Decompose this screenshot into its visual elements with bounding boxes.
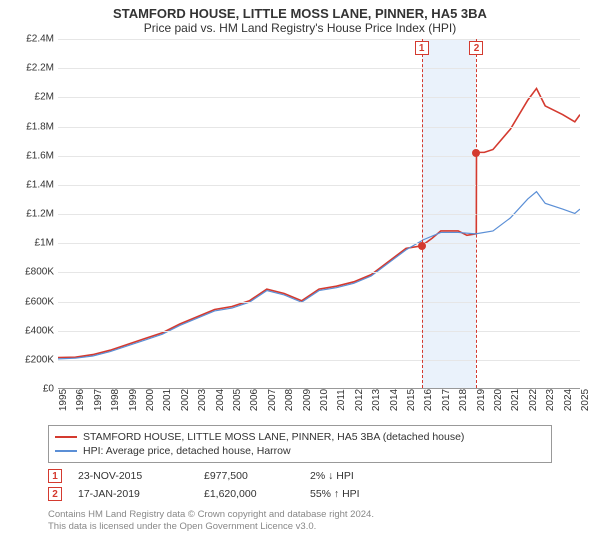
x-axis-label: 2007 — [267, 389, 278, 411]
sale-price: £1,620,000 — [204, 488, 294, 500]
x-axis-label: 2022 — [528, 389, 539, 411]
legend-row: STAMFORD HOUSE, LITTLE MOSS LANE, PINNER… — [55, 430, 545, 444]
x-axis-label: 2025 — [580, 389, 591, 411]
x-axis-label: 2009 — [302, 389, 313, 411]
y-axis-label: £400K — [10, 325, 54, 336]
x-axis-label: 2021 — [510, 389, 521, 411]
footer-line-1: Contains HM Land Registry data © Crown c… — [48, 509, 552, 521]
x-axis-label: 1996 — [75, 389, 86, 411]
grid-line — [58, 272, 580, 273]
series-line — [58, 88, 580, 357]
x-axis-label: 2004 — [215, 389, 226, 411]
footer: Contains HM Land Registry data © Crown c… — [48, 509, 552, 534]
x-axis-label: 2020 — [493, 389, 504, 411]
x-axis-label: 1995 — [58, 389, 69, 411]
sale-row: 2 17-JAN-2019 £1,620,000 55% ↑ HPI — [48, 485, 552, 503]
legend-row: HPI: Average price, detached house, Harr… — [55, 444, 545, 458]
legend-label: HPI: Average price, detached house, Harr… — [83, 445, 291, 457]
x-axis-label: 2016 — [423, 389, 434, 411]
sale-marker-line — [476, 39, 477, 388]
x-axis-label: 2015 — [406, 389, 417, 411]
series-line — [58, 192, 580, 359]
y-axis-label: £2.2M — [10, 63, 54, 74]
sale-price: £977,500 — [204, 470, 294, 482]
x-axis-label: 2024 — [563, 389, 574, 411]
x-axis-label: 2012 — [354, 389, 365, 411]
x-axis-label: 1999 — [128, 389, 139, 411]
sales-table: 1 23-NOV-2015 £977,500 2% ↓ HPI 2 17-JAN-2019… — [48, 467, 552, 503]
legend-swatch — [55, 436, 77, 438]
x-axis-label: 2023 — [545, 389, 556, 411]
y-axis-label: £1.8M — [10, 121, 54, 132]
y-axis-label: £0 — [10, 384, 54, 395]
x-axis-label: 1998 — [110, 389, 121, 411]
x-axis-label: 2002 — [180, 389, 191, 411]
y-axis-label: £200K — [10, 354, 54, 365]
sale-row: 1 23-NOV-2015 £977,500 2% ↓ HPI — [48, 467, 552, 485]
x-axis-label: 2014 — [389, 389, 400, 411]
plot-area: 12 — [58, 39, 580, 389]
sale-point — [472, 149, 480, 157]
grid-line — [58, 39, 580, 40]
legend-swatch — [55, 450, 77, 452]
x-axis-label: 2011 — [336, 389, 347, 411]
y-axis-label: £1.6M — [10, 150, 54, 161]
legend: STAMFORD HOUSE, LITTLE MOSS LANE, PINNER… — [48, 425, 552, 463]
grid-line — [58, 97, 580, 98]
x-axis-label: 2018 — [458, 389, 469, 411]
sale-index-box: 2 — [48, 487, 62, 501]
x-axis-label: 2019 — [476, 389, 487, 411]
grid-line — [58, 185, 580, 186]
y-axis-label: £2.4M — [10, 34, 54, 45]
sale-date: 17-JAN-2019 — [78, 488, 188, 500]
grid-line — [58, 156, 580, 157]
y-axis-label: £800K — [10, 267, 54, 278]
sale-diff: 55% ↑ HPI — [310, 488, 360, 500]
footer-line-2: This data is licensed under the Open Gov… — [48, 521, 552, 533]
x-axis-label: 2005 — [232, 389, 243, 411]
x-axis-label: 1997 — [93, 389, 104, 411]
sale-marker-box: 2 — [469, 41, 483, 55]
x-axis-label: 2001 — [162, 389, 173, 411]
grid-line — [58, 302, 580, 303]
x-axis-label: 2003 — [197, 389, 208, 411]
x-axis-label: 2006 — [249, 389, 260, 411]
sale-point — [418, 242, 426, 250]
x-axis-label: 2008 — [284, 389, 295, 411]
chart-title: STAMFORD HOUSE, LITTLE MOSS LANE, PINNER… — [0, 0, 600, 21]
grid-line — [58, 243, 580, 244]
y-axis-label: £1.4M — [10, 179, 54, 190]
y-axis-label: £1M — [10, 238, 54, 249]
chart-subtitle: Price paid vs. HM Land Registry's House … — [0, 21, 600, 39]
y-axis-label: £2M — [10, 92, 54, 103]
chart: 12 £0£200K£400K£600K£800K£1M£1.2M£1.4M£1… — [10, 39, 590, 419]
x-axis-label: 2013 — [371, 389, 382, 411]
x-axis-label: 2000 — [145, 389, 156, 411]
grid-line — [58, 214, 580, 215]
sale-diff: 2% ↓ HPI — [310, 470, 354, 482]
grid-line — [58, 360, 580, 361]
sale-marker-box: 1 — [415, 41, 429, 55]
x-axis-label: 2017 — [441, 389, 452, 411]
grid-line — [58, 68, 580, 69]
sale-marker-line — [422, 39, 423, 388]
sale-index-box: 1 — [48, 469, 62, 483]
legend-label: STAMFORD HOUSE, LITTLE MOSS LANE, PINNER… — [83, 431, 464, 443]
grid-line — [58, 331, 580, 332]
sale-date: 23-NOV-2015 — [78, 470, 188, 482]
x-axis-label: 2010 — [319, 389, 330, 411]
grid-line — [58, 127, 580, 128]
y-axis-label: £1.2M — [10, 209, 54, 220]
y-axis-label: £600K — [10, 296, 54, 307]
